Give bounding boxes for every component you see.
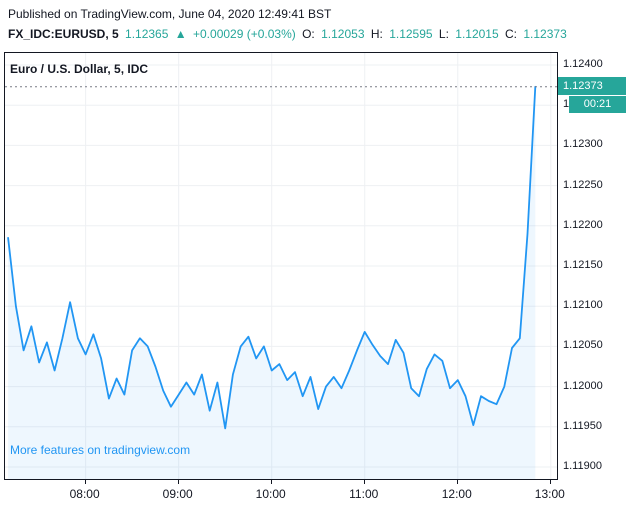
price-axis-label: 1.12000 xyxy=(563,379,603,392)
price-axis-label: 1.12150 xyxy=(563,259,603,271)
time-axis-label: 13:00 xyxy=(534,487,565,501)
close-label: C: xyxy=(505,27,518,41)
time-axis-label: 09:00 xyxy=(162,487,193,501)
price-axis-label: 1.12100 xyxy=(563,299,603,312)
time-axis-label: 11:00 xyxy=(349,487,379,501)
price-change: +0.00029 (+0.03%) xyxy=(193,27,296,41)
chart-title: Euro / U.S. Dollar, 5, IDC xyxy=(10,62,149,76)
close-value: 1.12373 xyxy=(523,27,567,41)
price-axis-label: 1.12250 xyxy=(563,178,603,191)
price-axis-label: 1.12200 xyxy=(563,218,603,231)
time-axis-label: 08:00 xyxy=(69,487,100,501)
time-axis-label: 10:00 xyxy=(255,487,286,501)
time-axis-tick xyxy=(363,480,365,484)
time-axis-tick xyxy=(177,480,179,484)
time-axis-tick xyxy=(84,480,86,484)
bar-countdown-badge: 00:21 xyxy=(569,95,626,113)
low-label: L: xyxy=(438,27,449,41)
current-price-badge: 1.12373 xyxy=(558,76,626,95)
price-chart-plot xyxy=(4,52,558,480)
time-axis-tick xyxy=(456,480,458,484)
high-value: 1.12595 xyxy=(389,27,433,41)
time-axis-tick xyxy=(549,480,551,484)
tradingview-link[interactable]: More features on tradingview.com xyxy=(10,443,191,457)
price-axis-label: 1.12400 xyxy=(563,58,603,71)
price-axis: 1.11900 1.11950 1.12000 1.12050 1.12100 1.121… xyxy=(558,52,626,480)
symbol-info-bar: FX_IDC:EURUSD, 5 1.12365 ▲ +0.00029 (+0.… xyxy=(8,27,570,41)
open-label: O: xyxy=(302,27,315,41)
open-value: 1.12053 xyxy=(321,27,365,41)
published-caption: Published on TradingView.com, June 04, 2… xyxy=(8,7,332,21)
price-axis-label: 1.12050 xyxy=(563,339,603,352)
up-arrow-icon: ▲ xyxy=(174,27,187,41)
price-axis-label: 1.12300 xyxy=(563,138,603,151)
line-chart xyxy=(5,53,557,479)
price-axis-label: 1.11950 xyxy=(563,419,602,432)
time-axis-tick xyxy=(270,480,272,484)
high-label: H: xyxy=(370,27,383,41)
time-axis: 08:00 09:00 10:00 11:00 12:00 13:00 xyxy=(0,480,626,513)
low-value: 1.12015 xyxy=(455,27,499,41)
symbol-name: FX_IDC:EURUSD, 5 xyxy=(8,27,119,41)
price-axis-label: 1.11900 xyxy=(563,459,602,472)
time-axis-label: 12:00 xyxy=(441,487,472,501)
last-price: 1.12365 xyxy=(125,27,169,41)
